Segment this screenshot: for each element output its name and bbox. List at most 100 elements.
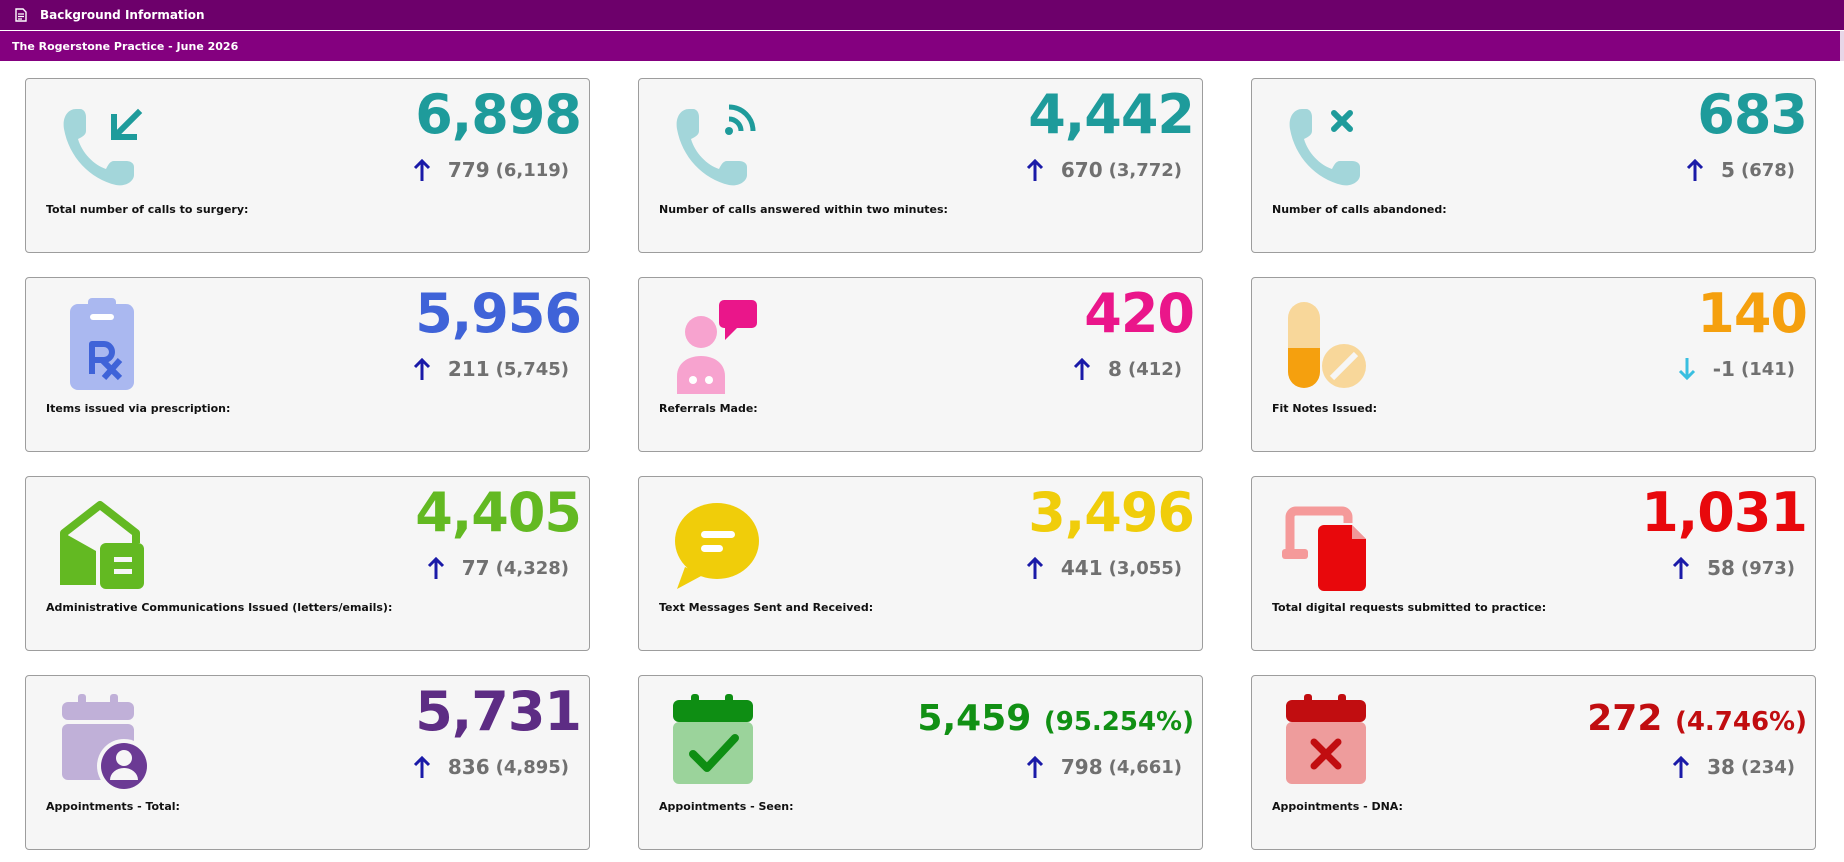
arrow-up-icon	[413, 158, 430, 181]
kpi-delta: 8	[1108, 357, 1122, 381]
kpi-change: -1 (141)	[1677, 356, 1795, 382]
kpi-card-digital-requests: 1,031 58 (973) Total digital requests su…	[1251, 476, 1816, 651]
kpi-previous: (234)	[1740, 756, 1795, 778]
prescription-icon	[50, 294, 150, 394]
kpi-card-referrals: 420 8 (412) Referrals Made:	[638, 277, 1203, 452]
kpi-change: 77 (4,328)	[426, 555, 569, 581]
arrow-up-icon	[1073, 357, 1091, 380]
kpi-card-calls-total: 6,898 779 (6,119) Total number of calls …	[25, 78, 590, 253]
kpi-label: Fit Notes Issued:	[1272, 402, 1377, 415]
kpi-value: 5,459 (95.254%)	[917, 694, 1194, 747]
kpi-label: Administrative Communications Issued (le…	[46, 601, 393, 614]
kpi-delta: 798	[1060, 755, 1103, 779]
digital-request-icon	[1276, 493, 1376, 593]
kpi-percentage: (4.746%)	[1674, 707, 1807, 737]
kpi-label: Number of calls answered within two minu…	[659, 203, 948, 216]
kpi-previous: (412)	[1127, 358, 1182, 380]
kpi-delta: 441	[1060, 556, 1103, 580]
kpi-value: 6,898	[415, 83, 582, 146]
kpi-card-text-messages: 3,496 441 (3,055) Text Messages Sent and…	[638, 476, 1203, 651]
pills-icon	[1276, 294, 1376, 394]
phone-missed-icon	[1276, 95, 1376, 195]
arrow-up-icon	[1026, 158, 1043, 181]
kpi-change: 836 (4,895)	[412, 754, 569, 780]
kpi-change: 670 (3,772)	[1025, 157, 1182, 183]
kpi-change: 5 (678)	[1685, 157, 1795, 183]
document-icon	[12, 6, 30, 24]
kpi-value: 4,442	[1028, 83, 1195, 146]
arrow-up-icon	[1673, 755, 1690, 778]
arrow-up-icon	[1026, 556, 1043, 579]
kpi-change: 441 (3,055)	[1025, 555, 1182, 581]
kpi-card-admin-comms: 4,405 77 (4,328) Administrative Communic…	[25, 476, 590, 651]
kpi-value: 1,031	[1641, 481, 1808, 544]
kpi-previous: (3,055)	[1108, 557, 1182, 579]
kpi-label: Text Messages Sent and Received:	[659, 601, 874, 614]
kpi-delta: 836	[447, 755, 490, 779]
arrow-up-icon	[427, 556, 444, 579]
kpi-delta: 779	[447, 158, 490, 182]
kpi-change: 38 (234)	[1671, 754, 1795, 780]
kpi-card-calls-abandoned: 683 5 (678) Number of calls abandoned:	[1251, 78, 1816, 253]
kpi-card-prescriptions: 5,956 211 (5,745) Items issued via presc…	[25, 277, 590, 452]
calendar-check-icon	[663, 692, 763, 792]
kpi-previous: (6,119)	[495, 159, 569, 181]
phone-incoming-icon	[50, 95, 150, 195]
calendar-user-icon	[50, 692, 151, 793]
page-title: Background Information	[40, 8, 205, 22]
kpi-previous: (141)	[1740, 358, 1795, 380]
kpi-card-appointments-total: 5,731 836 (4,895) Appointments - Total:	[25, 675, 590, 850]
kpi-delta: 38	[1707, 755, 1735, 779]
kpi-label: Total number of calls to surgery:	[46, 203, 249, 216]
kpi-value-number: 272	[1587, 698, 1663, 739]
arrow-up-icon	[1673, 556, 1690, 579]
practice-title: The Rogerstone Practice - June 2026	[12, 39, 239, 53]
doctor-chat-icon	[663, 294, 763, 394]
arrow-up-icon	[413, 755, 430, 778]
kpi-value: 5,956	[415, 282, 582, 345]
kpi-delta: 211	[447, 357, 490, 381]
kpi-label: Items issued via prescription:	[46, 402, 231, 415]
arrow-up-icon	[1686, 158, 1704, 181]
kpi-delta: 77	[461, 556, 490, 580]
kpi-previous: (973)	[1740, 557, 1795, 579]
kpi-value: 4,405	[415, 481, 582, 544]
kpi-change: 211 (5,745)	[412, 356, 569, 382]
kpi-value: 3,496	[1028, 481, 1195, 544]
kpi-label: Appointments - DNA:	[1272, 800, 1403, 813]
kpi-value: 140	[1697, 282, 1808, 345]
kpi-card-appointments-seen: 5,459 (95.254%) 798 (4,661) Appointments…	[638, 675, 1203, 850]
practice-banner: The Rogerstone Practice - June 2026	[0, 31, 1844, 61]
kpi-previous: (4,895)	[495, 756, 569, 778]
kpi-value: 5,731	[415, 680, 582, 743]
kpi-label: Number of calls abandoned:	[1272, 203, 1447, 216]
phone-ringing-icon	[663, 95, 763, 195]
header-bar: Background Information	[0, 0, 1844, 30]
kpi-previous: (5,745)	[495, 358, 569, 380]
arrow-up-icon	[413, 357, 430, 380]
arrow-down-icon	[1678, 358, 1695, 381]
kpi-value: 420	[1084, 282, 1195, 345]
kpi-card-appointments-dna: 272 (4.746%) 38 (234) Appointments - DNA…	[1251, 675, 1816, 850]
kpi-value: 683	[1697, 83, 1808, 146]
kpi-previous: (4,661)	[1108, 756, 1182, 778]
kpi-change: 779 (6,119)	[412, 157, 569, 183]
kpi-delta: 670	[1060, 158, 1103, 182]
kpi-card-calls-answered: 4,442 670 (3,772) Number of calls answer…	[638, 78, 1203, 253]
kpi-value-number: 5,459	[917, 698, 1032, 739]
kpi-delta: 58	[1707, 556, 1735, 580]
kpi-label: Total digital requests submitted to prac…	[1272, 601, 1547, 614]
kpi-change: 8 (412)	[1072, 356, 1182, 382]
kpi-change: 798 (4,661)	[1025, 754, 1182, 780]
kpi-change: 58 (973)	[1671, 555, 1795, 581]
kpi-delta: 5	[1721, 158, 1735, 182]
calendar-x-icon	[1276, 692, 1376, 792]
kpi-previous: (3,772)	[1108, 159, 1182, 181]
kpi-grid: 6,898 779 (6,119) Total number of calls …	[25, 78, 1818, 850]
kpi-delta: -1	[1712, 357, 1735, 381]
arrow-up-icon	[1026, 755, 1043, 778]
kpi-percentage: (95.254%)	[1043, 707, 1194, 737]
kpi-card-fit-notes: 140 -1 (141) Fit Notes Issued:	[1251, 277, 1816, 452]
kpi-previous: (678)	[1740, 159, 1795, 181]
kpi-value: 272 (4.746%)	[1587, 694, 1807, 747]
